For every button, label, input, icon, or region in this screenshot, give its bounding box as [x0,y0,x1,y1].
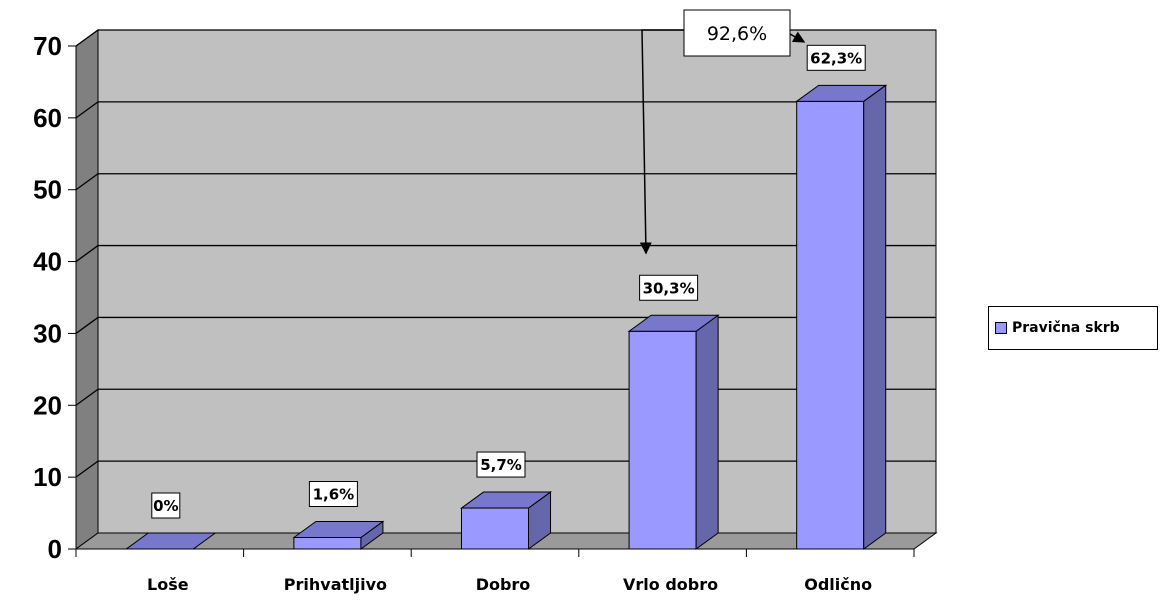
data-label-text: 30,3% [643,279,695,297]
callout-arrow-left [639,29,684,255]
data-label-box [639,274,699,301]
x-category-label: Vrlo dobro [623,575,718,594]
x-category-label: Prihvatljivo [284,575,387,594]
annotation-callout: 92,6% [639,9,806,255]
bar-front [796,100,865,550]
data-label-box [476,451,526,478]
y-tick-label: 30 [33,318,62,348]
y-tick-label: 40 [33,247,62,277]
y-tick-label: 20 [33,390,62,420]
gridline [75,173,936,191]
data-label: 30,3% [639,274,699,301]
bar-side [695,314,719,550]
data-labels: 0% 1,6% 5,7% 30,3% 62,3% [151,44,866,519]
bar [124,532,217,550]
y-tick-labels: 0 10 20 30 40 50 60 70 [33,31,62,564]
callout-arrow-right [789,31,806,43]
x-category-labels: Loše Prihvatljivo Dobro Vrlo dobro Odlično [147,575,872,594]
callout-box [683,9,791,57]
bar [459,491,553,550]
y-tick-label: 0 [48,534,62,564]
x-category-label: Loše [147,575,189,594]
y-tick-label: 50 [33,175,62,205]
x-category-label: Dobro [476,575,531,594]
bar-front [293,537,362,550]
bar-top [292,521,385,539]
data-label: 1,6% [308,481,358,508]
data-label-box [806,44,866,71]
y-tick-label: 60 [33,103,62,133]
data-label-box [308,481,358,508]
callout-text: 92,6% [707,23,767,45]
legend-swatch [995,322,1007,334]
bar [627,314,720,550]
data-label-text: 5,7% [480,456,522,474]
bar-front [460,507,530,550]
data-label: 5,7% [476,451,526,478]
gridline [75,244,936,263]
legend-label: Pravična skrb [1012,320,1120,336]
data-label-text: 0% [153,497,178,515]
data-label-box [151,492,181,519]
data-label-text: 62,3% [810,49,862,67]
data-label: 0% [151,492,181,519]
gridline [75,101,936,119]
bar-front [628,330,697,550]
y-tick-label: 10 [33,462,62,492]
bar [795,84,888,550]
data-label: 62,3% [806,44,866,71]
bars [124,84,888,550]
bar-top [795,84,888,102]
x-category-label: Odlično [804,575,872,594]
side-wall [75,29,99,550]
bar-top [124,532,217,550]
bar [292,520,385,550]
bar-top [627,314,720,332]
legend: Pravična skrb [988,306,1158,350]
data-label-text: 1,6% [313,486,355,504]
bar-top [459,491,553,509]
bar-side [863,84,887,550]
y-tick-label: 70 [33,31,62,61]
